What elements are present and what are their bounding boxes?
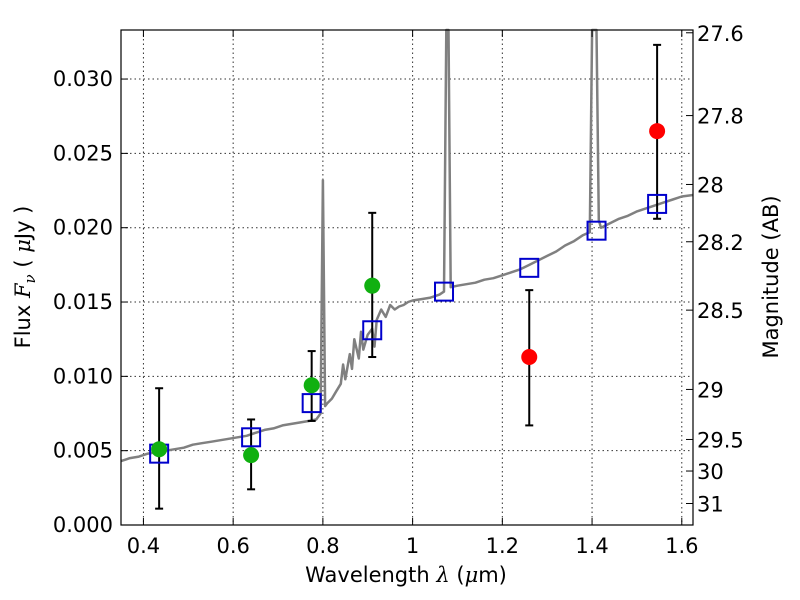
- x-axis-title: Wavelength λ (μm): [305, 563, 507, 587]
- template-spectrum-line: [120, 28, 694, 463]
- y-tick-label: 0.010: [53, 364, 113, 388]
- right-tick-label: 31: [697, 493, 724, 517]
- y-axis-title: Flux Fν ( μJy ): [11, 206, 39, 349]
- template-spectrum-layer: [120, 28, 694, 463]
- y-tick-label: 0.020: [53, 216, 113, 240]
- x-tick-label: 1: [406, 534, 419, 558]
- tick-marks: [121, 30, 693, 526]
- y-tick-label: 0.025: [53, 141, 113, 165]
- nondetection-point: [521, 349, 538, 366]
- right-tick-labels: 27.6 27.8 28 28.2 28.5 29 29.5 30 31: [697, 22, 744, 517]
- right-tick-label: 27.8: [697, 105, 744, 129]
- y-tick-labels: 0.000 0.005 0.010 0.015 0.020 0.025 0.030: [53, 67, 113, 537]
- model-flux-box: [647, 193, 668, 214]
- model-flux-box: [241, 427, 262, 448]
- x-tick-labels: 0.4 0.6 0.8 1 1.2 1.4 1.6: [127, 534, 699, 558]
- nondetection-point: [649, 123, 666, 140]
- model-flux-box-layer: [149, 193, 668, 464]
- y-axis-symbol: F: [11, 282, 35, 299]
- right-tick-label: 29.5: [697, 428, 744, 452]
- x-tick-label: 1.2: [486, 534, 519, 558]
- right-tick-label: 28: [697, 173, 724, 197]
- model-flux-box: [301, 393, 322, 414]
- x-tick-label: 0.4: [127, 534, 160, 558]
- model-flux-box: [362, 320, 383, 341]
- grid: [121, 30, 693, 526]
- detection-point: [243, 447, 260, 464]
- y-axis-title-text: Flux: [11, 305, 35, 349]
- right-tick-label: 28.5: [697, 299, 744, 323]
- y-tick-label: 0.030: [53, 67, 113, 91]
- right-axis-title: Magnitude (AB): [759, 195, 783, 358]
- y-tick-label: 0.005: [53, 439, 113, 463]
- right-tick-label: 28.2: [697, 231, 744, 255]
- plot-frame: [120, 29, 694, 526]
- y-tick-label: 0.000: [53, 513, 113, 537]
- detection-point: [303, 377, 320, 394]
- x-tick-label: 1.6: [665, 534, 698, 558]
- x-axis-title-text: Wavelength: [305, 563, 430, 587]
- model-flux-box: [586, 220, 607, 241]
- model-flux-box: [519, 257, 540, 278]
- observed-point-layer: [151, 123, 666, 464]
- y-tick-label: 0.015: [53, 290, 113, 314]
- x-tick-label: 0.8: [306, 534, 339, 558]
- right-tick-label: 29: [697, 378, 724, 402]
- detection-point: [364, 277, 381, 294]
- right-tick-label: 27.6: [697, 22, 744, 46]
- x-tick-label: 0.6: [216, 534, 249, 558]
- right-tick-label: 30: [697, 460, 724, 484]
- x-axis-symbol: λ: [435, 563, 449, 587]
- detection-point: [151, 441, 168, 458]
- x-tick-label: 1.4: [575, 534, 608, 558]
- model-flux-box: [434, 281, 455, 302]
